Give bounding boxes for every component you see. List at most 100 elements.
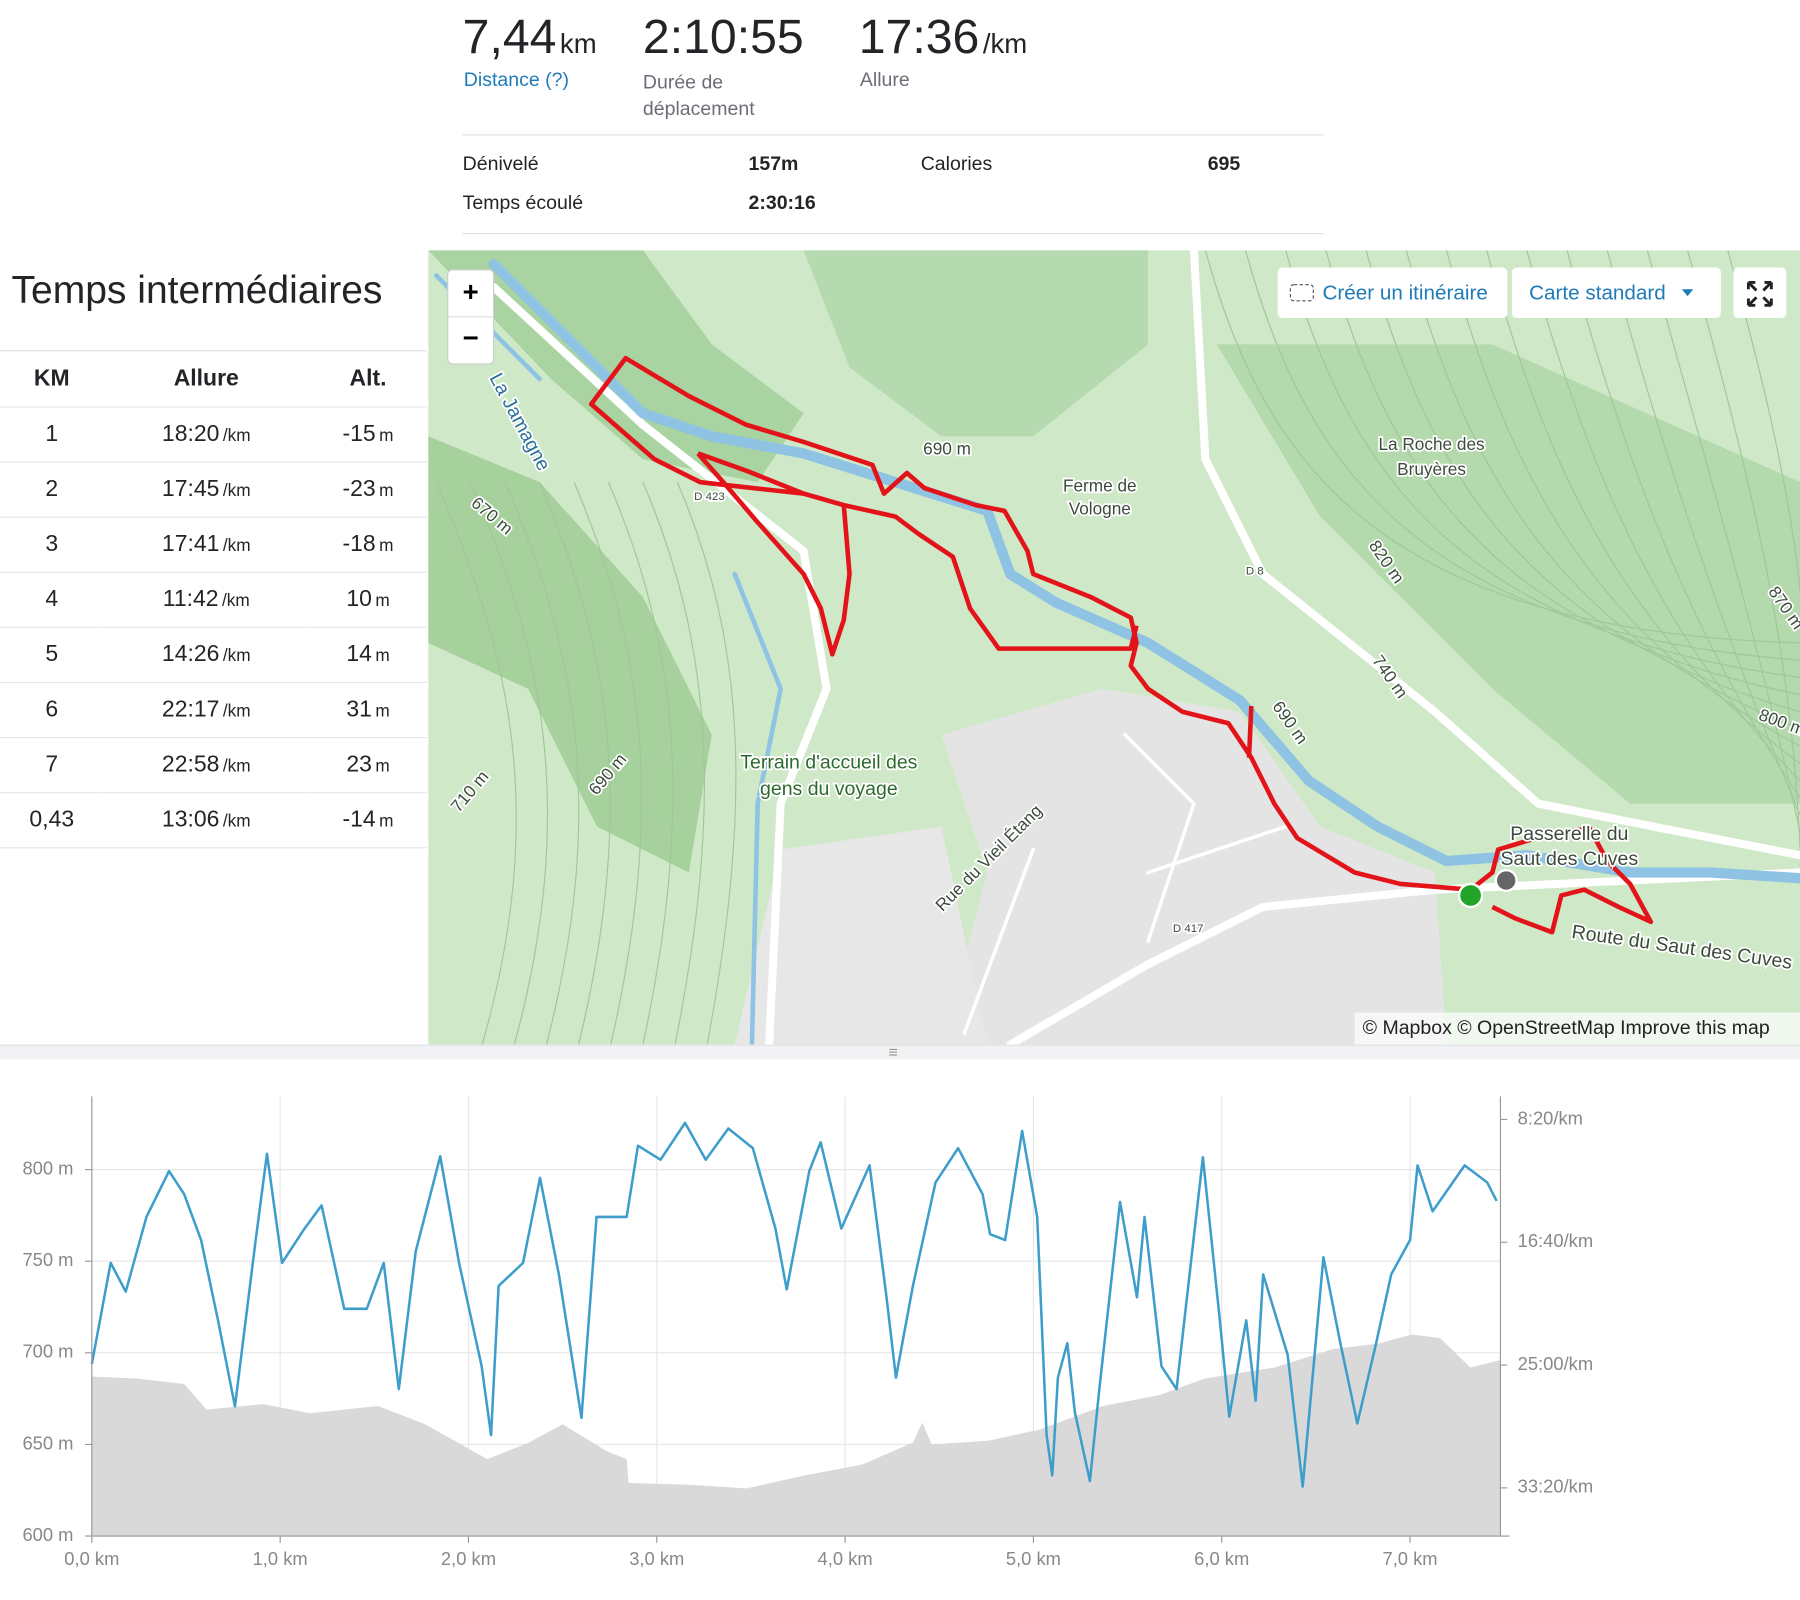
road	[962, 732, 1288, 1035]
route	[696, 451, 852, 657]
split-pace: 22:58/km	[103, 737, 309, 794]
stat-value: 17:36	[858, 9, 980, 64]
split-pace: 17:41/km	[103, 517, 309, 573]
x-tick-label: 2,0 km	[441, 1548, 496, 1569]
x-tick-label: 0,0 km	[64, 1548, 119, 1569]
detail-label: Temps écoulé	[462, 191, 584, 214]
pace-unit: /km	[222, 701, 251, 721]
split-alt: 31 m	[308, 682, 428, 739]
resize-handle[interactable]	[0, 1044, 1800, 1060]
detail-label: Calories	[920, 152, 993, 175]
detail-value: 2:30:16	[748, 191, 816, 214]
split-alt: -18 m	[308, 517, 428, 573]
urban	[734, 826, 988, 1045]
road	[1189, 250, 1800, 860]
x-tick-label: 1,0 km	[253, 1548, 308, 1569]
distance-help-link[interactable]: Distance (?)	[463, 68, 569, 91]
split-alt: 23 m	[308, 737, 428, 794]
pace-unit: /km	[222, 536, 251, 556]
zoom-out-button[interactable]: −	[463, 322, 479, 353]
pace-line	[90, 1121, 1498, 1488]
map[interactable]: 690 m Ferme de Vologne La Roche des Bruyères…	[428, 250, 1800, 1045]
split-row: 4 11:42/km 10 m	[0, 572, 428, 628]
forest	[803, 250, 1148, 437]
map-label: D 423	[694, 491, 725, 503]
map-label: 690 m	[923, 439, 971, 459]
contour	[676, 481, 737, 1045]
column-header: Alt.	[308, 352, 428, 408]
alt-unit: m	[375, 701, 390, 721]
map-label: La Roche des	[1378, 434, 1484, 454]
pace-unit: /km	[222, 481, 251, 501]
pace-stat: 17:36/km	[859, 9, 1028, 64]
alt-unit: m	[379, 536, 394, 556]
stat-value: 7,44	[462, 9, 557, 64]
contour	[470, 481, 549, 1045]
pace-value: 22:58	[161, 751, 220, 778]
route	[1246, 705, 1654, 935]
attribution-bg	[1354, 1012, 1800, 1045]
divider	[462, 134, 1324, 136]
fullscreen-button[interactable]	[1733, 267, 1787, 318]
road	[489, 282, 831, 1045]
zoom-in-button[interactable]: +	[463, 276, 479, 307]
split-km: 0,43	[0, 792, 104, 849]
map-label: Bruyères	[1397, 459, 1466, 479]
map-label: Ferme de	[1063, 475, 1137, 495]
split-pace: 18:20/km	[103, 406, 309, 463]
x-tick-label: 5,0 km	[1006, 1548, 1061, 1569]
map-label: Saut des Cuves	[1500, 848, 1638, 870]
alt-value: 23	[346, 751, 372, 778]
contour	[1365, 250, 1800, 713]
split-row: 1 18:20/km -15 m	[0, 406, 428, 463]
contour	[1245, 250, 1800, 661]
split-km: 3	[0, 517, 104, 573]
map-label: Vologne	[1069, 498, 1131, 518]
map-layer: 690 m Ferme de Vologne La Roche des Bruyères…	[428, 250, 1800, 1045]
start-marker	[1457, 882, 1484, 909]
split-km: 1	[0, 406, 104, 463]
contour	[1526, 250, 1800, 782]
route	[697, 451, 1139, 651]
elevation-area	[91, 1334, 1501, 1537]
pace-value: 13:06	[161, 807, 220, 833]
split-pace: 11:42/km	[103, 572, 309, 628]
y-tick-label: 600 m	[22, 1524, 73, 1545]
alt-value: -18	[342, 531, 376, 557]
handle-grip: ≡	[888, 1042, 898, 1061]
map-label: D 8	[1246, 566, 1264, 578]
map-label: Passerelle du	[1510, 823, 1628, 845]
contour	[1566, 250, 1800, 799]
split-pace: 14:26/km	[103, 627, 309, 684]
contour	[435, 481, 517, 1045]
x-tick-label: 7,0 km	[1382, 1548, 1437, 1569]
split-alt: -23 m	[308, 462, 428, 518]
alt-value: -14	[342, 807, 376, 833]
map-label: gens du voyage	[760, 778, 898, 800]
x-tick-label: 6,0 km	[1194, 1548, 1249, 1569]
y2-tick-label: 25:00/km	[1518, 1353, 1594, 1374]
map-style-label: Carte standard	[1529, 281, 1666, 304]
split-row: 5 14:26/km 14 m	[0, 627, 428, 684]
alt-unit: m	[375, 591, 390, 611]
dropdown-caret	[1681, 289, 1694, 297]
stat-label: Allure	[859, 68, 910, 91]
detail-label: Dénivelé	[462, 152, 539, 175]
column-header: KM	[0, 352, 104, 408]
pace-unit: /km	[222, 811, 251, 832]
split-row: 2 17:45/km -23 m	[0, 462, 428, 518]
pace-value: 17:41	[161, 531, 220, 557]
river	[488, 258, 1800, 884]
route-icon	[1289, 284, 1314, 302]
y-tick-label: 700 m	[22, 1341, 73, 1362]
header-row: KM Allure Alt.	[0, 352, 428, 408]
splits-title: Temps intermédiaires	[11, 268, 383, 313]
finish-marker	[1494, 869, 1518, 892]
elevation-pace-chart: 600 m 650 m 700 m 750 m 800 m 0,0 km 1,0 km 2,0…	[22, 1096, 1594, 1569]
alt-value: 10	[346, 586, 372, 612]
contour	[573, 481, 643, 1045]
create-route-button[interactable]	[1277, 267, 1508, 318]
map-style-button[interactable]	[1511, 267, 1721, 318]
